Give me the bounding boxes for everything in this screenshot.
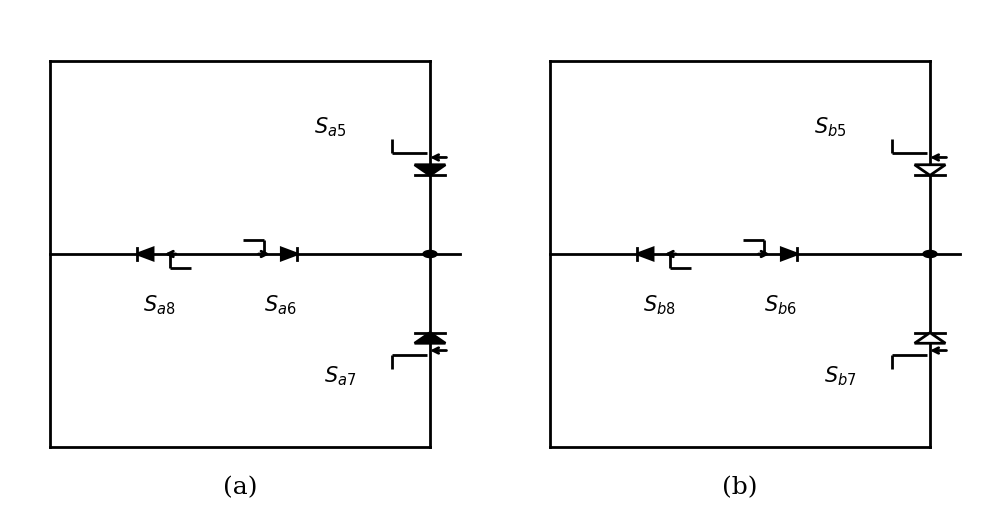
Circle shape (923, 250, 937, 258)
Text: $S_{b5}$: $S_{b5}$ (814, 115, 846, 139)
Polygon shape (637, 248, 653, 260)
Polygon shape (415, 165, 445, 175)
Text: $S_{a7}$: $S_{a7}$ (324, 364, 356, 388)
Text: $S_{b8}$: $S_{b8}$ (643, 293, 675, 316)
Text: $S_{a6}$: $S_{a6}$ (264, 293, 297, 316)
Text: $S_{b7}$: $S_{b7}$ (824, 364, 856, 388)
Polygon shape (281, 248, 297, 260)
Circle shape (423, 250, 437, 258)
Polygon shape (781, 248, 797, 260)
Text: (a): (a) (223, 476, 257, 499)
Text: $S_{b6}$: $S_{b6}$ (764, 293, 797, 316)
Text: $S_{a8}$: $S_{a8}$ (143, 293, 175, 316)
Text: $S_{a5}$: $S_{a5}$ (314, 115, 346, 139)
Text: (b): (b) (722, 476, 758, 499)
Polygon shape (915, 165, 945, 175)
Polygon shape (915, 333, 945, 343)
Polygon shape (137, 248, 153, 260)
Polygon shape (415, 333, 445, 343)
